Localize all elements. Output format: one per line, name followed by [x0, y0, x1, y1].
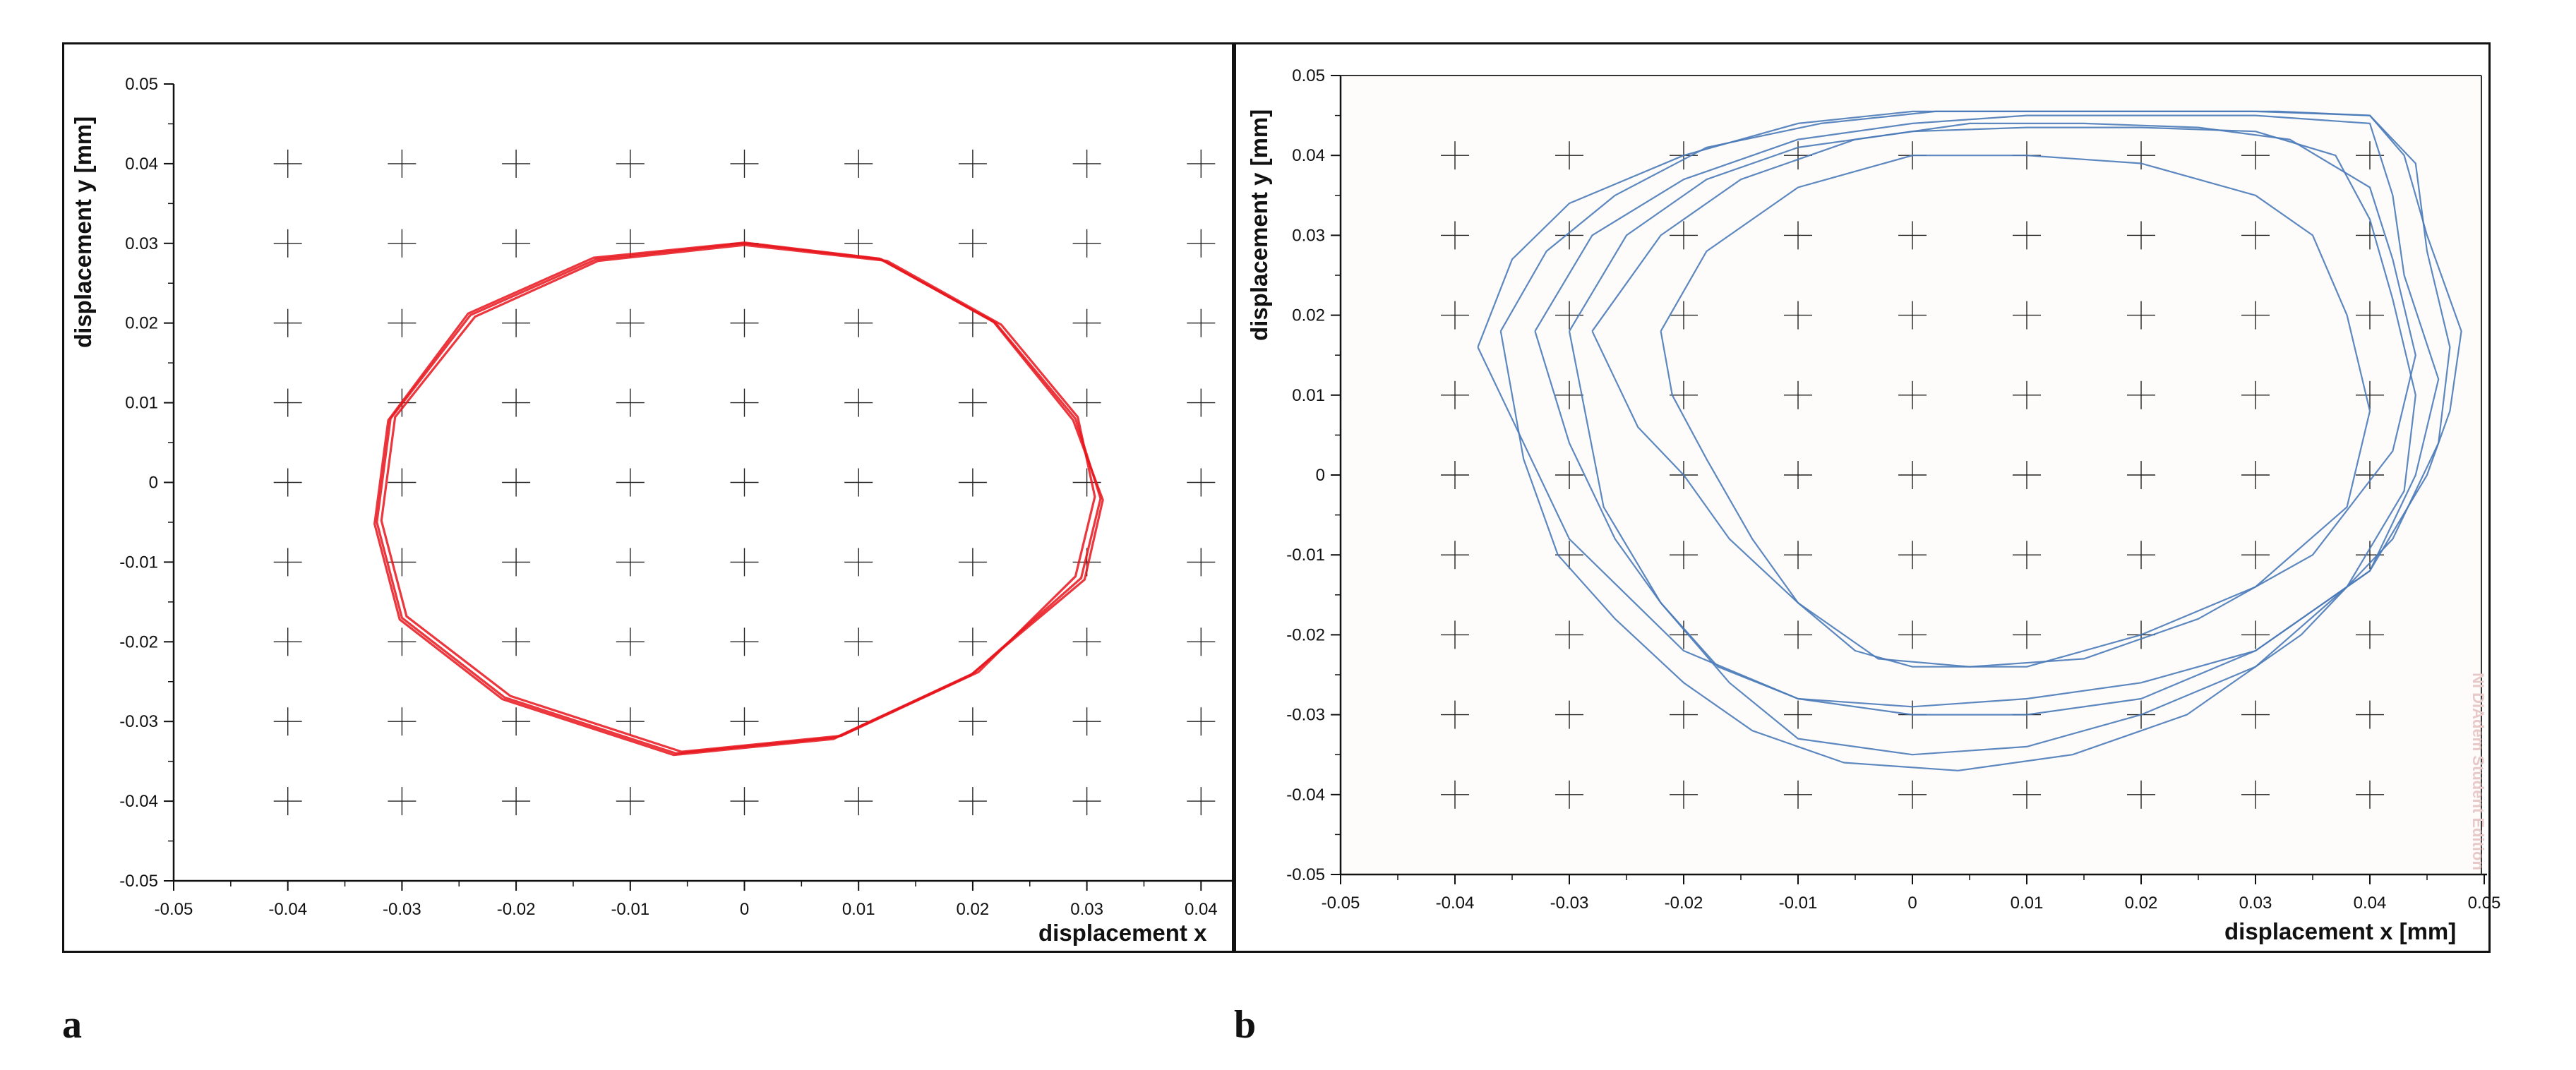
- watermark-text: NI DIAdem Student Edition: [2469, 673, 2487, 870]
- chart-panel-b: -0.05 -0.04 -0.03 -0.02 -0.01 0 0.01 0.02 0.03 0.…: [1234, 42, 2500, 953]
- chart-a-x-tick-label: 0.01: [842, 900, 875, 919]
- chart-b-y-axis-label: displacement y [mm]: [1246, 109, 1272, 341]
- chart-b-x-axis-label: displacement x [mm]: [2224, 918, 2457, 944]
- chart-a-x-axis-label: displacement x: [1038, 920, 1207, 946]
- chart-a-y-axis-label: displacement y [mm]: [70, 116, 96, 348]
- chart-b-x-tick-label: -0.02: [1665, 894, 1703, 913]
- chart-a-y-tick-label: 0: [149, 474, 158, 493]
- chart-a-x-tick-label: -0.03: [383, 900, 421, 919]
- chart-b-x-tick-label: 0: [1907, 894, 1917, 913]
- chart-b-series-line: [1477, 110, 2462, 708]
- chart-a-y-tick-label: -0.03: [119, 712, 158, 731]
- chart-a-plot: -0.05 -0.04 -0.03 -0.02 -0.01 0 0.01 0.02 0.03 0.…: [119, 75, 1232, 919]
- chart-a-series-line: [380, 244, 1096, 753]
- chart-b-series-line: [1660, 155, 2371, 668]
- chart-a-y-tick-label: -0.02: [119, 632, 158, 651]
- chart-b-plot: -0.05 -0.04 -0.03 -0.02 -0.01 0 0.01 0.02 0.03 0.…: [1286, 66, 2500, 913]
- chart-a-y-tick-label: 0.02: [125, 314, 158, 333]
- chart-b-x-tick-label: 0.04: [2354, 894, 2387, 913]
- chart-a-x-tick-label: 0: [740, 900, 749, 919]
- chart-b-x-tick-label: -0.01: [1779, 894, 1818, 913]
- chart-panel-a: -0.05 -0.04 -0.03 -0.02 -0.01 0 0.01 0.02 0.03 0.…: [62, 42, 1234, 953]
- chart-b-x-tick-label: 0.03: [2239, 894, 2272, 913]
- chart-a-y-tick-label: 0.05: [125, 75, 158, 94]
- chart-b-y-tick-label: -0.05: [1286, 865, 1325, 884]
- panel-label-b: b: [1234, 1003, 1257, 1047]
- chart-a-x-tick-label: -0.01: [611, 900, 649, 919]
- panel-label-a: a: [62, 1003, 82, 1047]
- chart-a-x-tick-label: -0.04: [268, 900, 307, 919]
- chart-b-y-tick-label: 0.03: [1292, 226, 1325, 245]
- chart-b-x-tick-label: 0.01: [2011, 894, 2044, 913]
- chart-b-series-line: [1591, 122, 2416, 668]
- chart-b-series-line: [1499, 110, 2451, 771]
- chart-b-x-tick-label: 0.02: [2125, 894, 2158, 913]
- chart-b-y-tick-label: -0.01: [1286, 546, 1325, 565]
- chart-a-y-tick-label: 0.04: [125, 155, 158, 174]
- chart-b-y-tick-label: 0.05: [1292, 66, 1325, 85]
- chart-b-y-tick-label: 0: [1316, 466, 1325, 485]
- chart-b-y-tick-label: 0.02: [1292, 306, 1325, 325]
- chart-b-y-tick-label: -0.02: [1286, 625, 1325, 644]
- chart-a-x-tick-label: 0.02: [957, 900, 990, 919]
- chart-a-y-tick-label: -0.05: [119, 872, 158, 891]
- chart-a-y-tick-label: -0.04: [119, 792, 158, 811]
- chart-a-x-tick-label: -0.05: [155, 900, 193, 919]
- chart-a-x-tick-label: -0.02: [497, 900, 536, 919]
- chart-b-series-line: [1568, 126, 2416, 756]
- chart-a-x-tick-label: 0.03: [1070, 900, 1103, 919]
- chart-a-y-tick-label: 0.03: [125, 234, 158, 253]
- chart-a-y-tick-label: -0.01: [119, 553, 158, 572]
- chart-b-y-tick-label: -0.03: [1286, 706, 1325, 725]
- chart-a-series-line: [373, 241, 1104, 757]
- chart-b-y-tick-label: 0.01: [1292, 386, 1325, 405]
- chart-b-y-tick-label: 0.04: [1292, 146, 1325, 165]
- chart-b-series-line: [1534, 114, 2440, 716]
- chart-b-x-tick-label: -0.05: [1322, 894, 1360, 913]
- chart-b-x-tick-label: -0.04: [1436, 894, 1475, 913]
- chart-b-x-tick-label: -0.03: [1550, 894, 1589, 913]
- chart-b-y-tick-label: -0.04: [1286, 786, 1325, 805]
- chart-a-x-tick-label: 0.04: [1185, 900, 1218, 919]
- chart-b-x-tick-label: 0.05: [2468, 894, 2501, 913]
- chart-a-y-tick-label: 0.01: [125, 394, 158, 413]
